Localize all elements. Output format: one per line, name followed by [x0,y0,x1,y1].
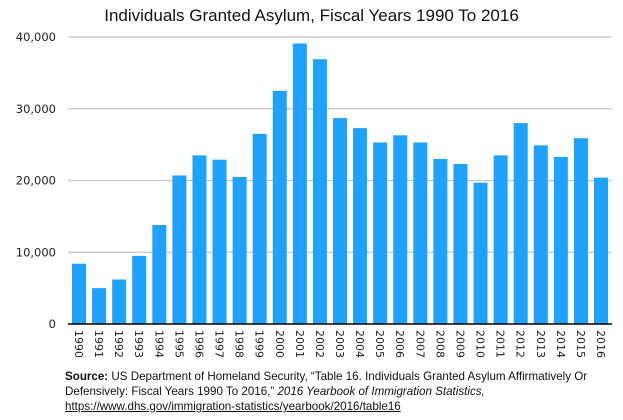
bar-2015 [573,138,588,324]
x-tick-label: 2000 [273,330,286,358]
y-tick-label: 40,000 [16,30,56,44]
x-tick-label: 1998 [233,330,246,358]
y-tick-label: 0 [49,317,56,331]
bar-2016 [594,177,608,324]
x-tick-label: 1991 [92,330,105,358]
x-tick-label: 2014 [554,330,567,358]
x-tick-label: 1992 [112,330,125,358]
bar-1994 [152,224,167,324]
x-tick-label: 2002 [313,330,326,358]
bar-1991 [92,288,107,324]
x-tick-label: 1995 [172,330,185,358]
x-tick-label: 1999 [253,330,266,358]
x-tick-label: 2007 [413,330,426,358]
bar-1993 [132,255,147,324]
x-tick-label: 2012 [514,330,527,358]
bar-2007 [413,142,428,324]
bar-2012 [513,123,528,324]
bar-1995 [172,175,187,324]
y-tick-label: 30,000 [16,102,56,116]
source-publication: 2016 Yearbook of Immigration Statistics, [277,385,485,398]
x-tick-label: 1993 [132,330,145,358]
bar-2013 [533,145,548,324]
bar-2002 [312,59,327,325]
source-link[interactable]: https://www.dhs.gov/immigration-statisti… [65,400,401,413]
source-text: US Department of Homeland Security, “Tab… [65,370,588,398]
x-tick-label: 2010 [474,330,487,358]
x-tick-label: 1994 [152,330,165,358]
x-tick-label: 2009 [453,330,466,358]
y-tick-label: 20,000 [16,174,56,188]
x-tick-label: 1990 [72,330,85,358]
x-tick-label: 2006 [393,330,406,358]
bar-2009 [453,163,468,324]
bar-2003 [333,118,347,324]
x-tick-label: 2008 [433,330,446,358]
x-tick-label: 2016 [594,330,607,358]
bar-1998 [232,176,247,324]
bar-2006 [393,135,408,324]
bar-2001 [292,43,307,325]
bar-1992 [112,279,127,324]
bar-2008 [433,158,448,324]
source-note: Source: US Department of Homeland Securi… [65,369,620,414]
bar-2005 [373,142,388,324]
bar-2011 [493,155,508,324]
bar-2010 [473,182,488,324]
x-tick-label: 2015 [574,330,587,358]
x-tick-label: 2004 [353,330,366,358]
x-tick-label: 2011 [494,330,507,358]
bar-2000 [272,90,287,324]
bar-1997 [212,159,227,324]
y-tick-label: 10,000 [16,245,56,259]
bar-1990 [72,263,86,324]
bar-1999 [252,133,267,324]
x-tick-label: 2013 [534,330,547,358]
x-tick-label: 2003 [333,330,346,358]
chart-title: Individuals Granted Asylum, Fiscal Years… [104,6,519,25]
bar-2014 [553,156,568,324]
x-tick-label: 2005 [373,330,386,358]
bar-2004 [353,128,368,324]
x-tick-label: 2001 [293,330,306,358]
source-label: Source: [65,370,109,383]
x-tick-label: 1996 [192,330,205,358]
x-tick-label: 1997 [213,330,226,358]
bar-1996 [192,155,207,324]
